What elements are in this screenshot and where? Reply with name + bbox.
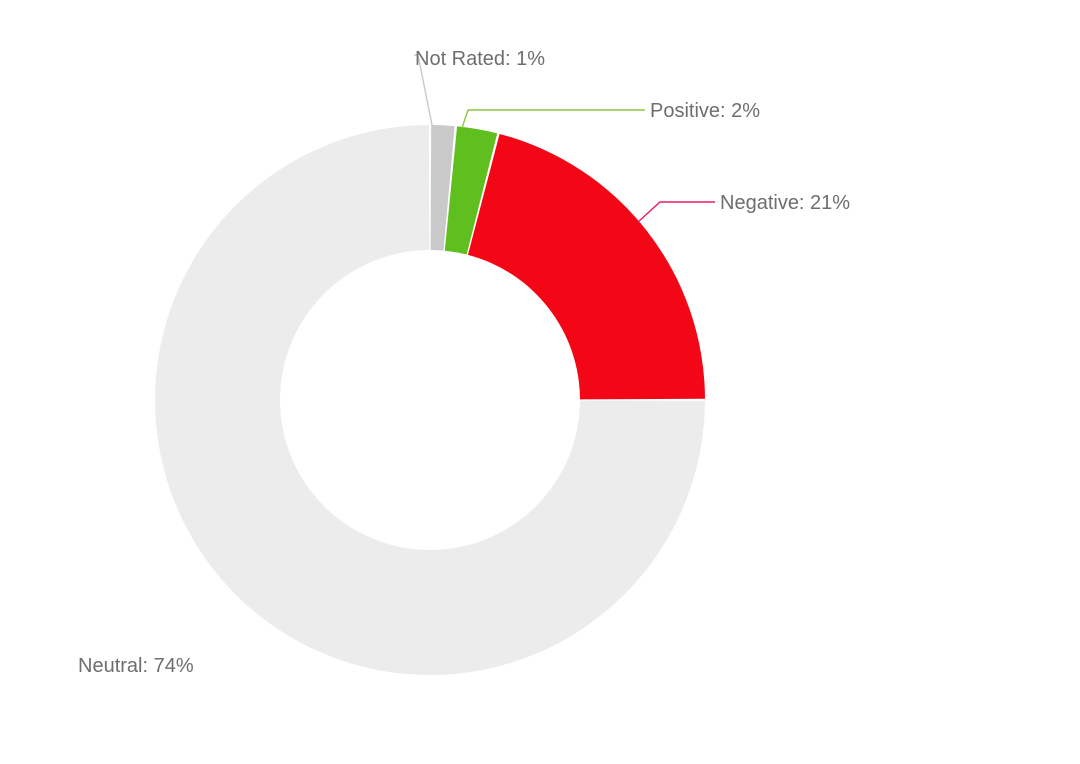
label-positive: Positive: 2%: [650, 100, 760, 123]
sentiment-donut-chart: Not Rated: 1% Positive: 2% Negative: 21%…: [0, 0, 1080, 764]
label-neutral: Neutral: 74%: [78, 655, 194, 678]
slice-negative: [468, 134, 705, 399]
label-negative: Negative: 21%: [720, 192, 850, 215]
leader-positive: [462, 110, 645, 128]
leader-negative: [638, 202, 715, 222]
donut-svg: [0, 0, 1080, 764]
label-not-rated: Not Rated: 1%: [415, 48, 545, 71]
